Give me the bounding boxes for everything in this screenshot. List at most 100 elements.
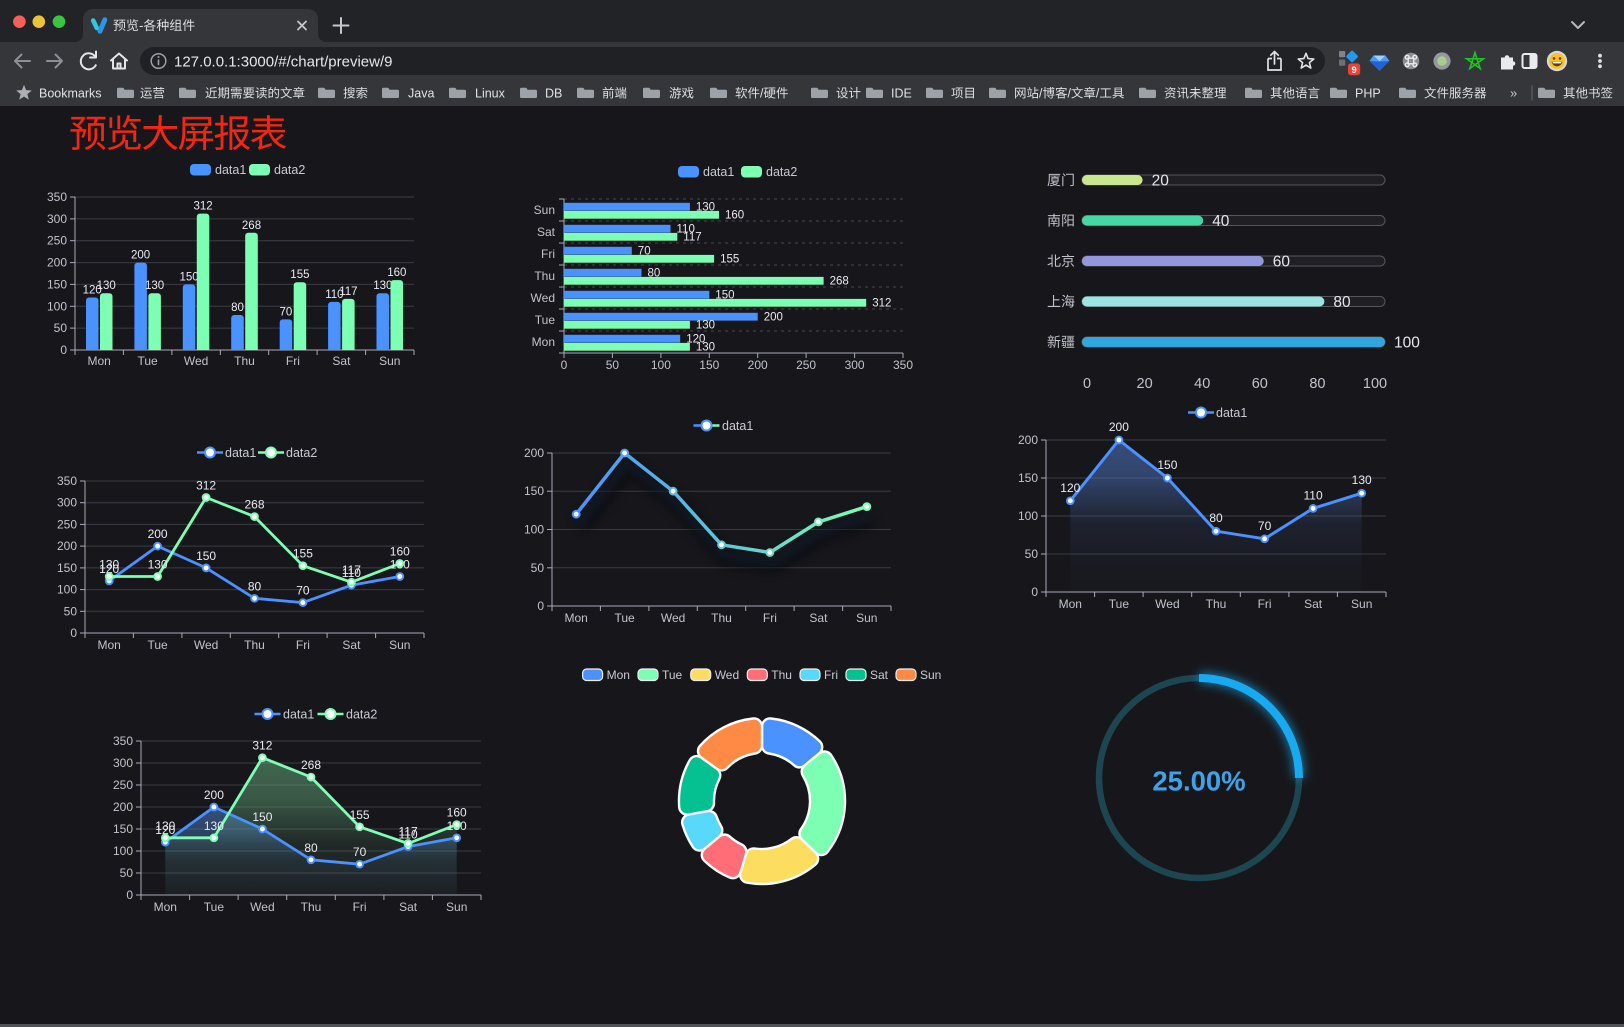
svg-text:100: 100	[57, 583, 77, 597]
svg-text:350: 350	[47, 190, 67, 204]
svg-text:268: 268	[242, 220, 261, 232]
svg-text:40: 40	[1194, 376, 1210, 392]
svg-text:50: 50	[64, 604, 78, 618]
svg-text:312: 312	[252, 739, 272, 753]
svg-text:Fri: Fri	[824, 668, 838, 682]
svg-text:300: 300	[113, 756, 133, 770]
svg-text:100: 100	[1394, 335, 1420, 352]
svg-text:160: 160	[390, 545, 410, 559]
svg-text:20: 20	[1137, 376, 1153, 392]
svg-text:120: 120	[1060, 481, 1080, 495]
svg-text:110: 110	[342, 566, 361, 580]
svg-text:0: 0	[537, 599, 544, 613]
svg-text:200: 200	[113, 800, 133, 814]
svg-text:Fri: Fri	[353, 900, 367, 914]
svg-text:Sun: Sun	[446, 900, 467, 914]
svg-text:110: 110	[399, 828, 418, 842]
svg-text:110: 110	[677, 223, 695, 235]
svg-text:Thu: Thu	[534, 269, 555, 283]
svg-text:Wed: Wed	[250, 900, 274, 914]
svg-text:120: 120	[83, 285, 102, 297]
svg-text:Sat: Sat	[870, 668, 889, 682]
svg-text:Tue: Tue	[147, 638, 168, 652]
svg-text:Thu: Thu	[711, 611, 732, 625]
svg-text:100: 100	[47, 299, 67, 313]
svg-text:155: 155	[293, 547, 313, 561]
svg-text:120: 120	[686, 333, 705, 345]
svg-text:Wed: Wed	[194, 638, 218, 652]
svg-text:Sun: Sun	[920, 668, 941, 682]
svg-text:200: 200	[204, 788, 224, 802]
svg-text:200: 200	[1109, 420, 1129, 434]
svg-text:250: 250	[796, 358, 816, 372]
svg-text:Wed: Wed	[715, 668, 739, 682]
svg-text:130: 130	[1352, 473, 1372, 487]
svg-text:data2: data2	[286, 446, 317, 460]
svg-text:130: 130	[373, 280, 392, 292]
svg-text:data1: data1	[722, 419, 753, 433]
svg-text:Sat: Sat	[399, 900, 418, 914]
svg-text:/: /	[1039, 87, 1043, 101]
svg-text:70: 70	[1258, 519, 1272, 533]
svg-text:150: 150	[715, 289, 734, 301]
svg-text:/: /	[1068, 87, 1072, 101]
svg-text:Sun: Sun	[534, 203, 555, 217]
svg-text:130: 130	[148, 558, 168, 572]
svg-text:100: 100	[113, 844, 133, 858]
svg-text:160: 160	[447, 806, 467, 820]
svg-text:Mon: Mon	[88, 354, 111, 368]
svg-text:300: 300	[845, 358, 865, 372]
svg-text:Tue: Tue	[614, 611, 635, 625]
svg-text:268: 268	[830, 276, 849, 288]
svg-text:IDE: IDE	[891, 87, 912, 101]
svg-text:data1: data1	[1216, 406, 1247, 420]
svg-text:Bookmarks: Bookmarks	[39, 87, 102, 101]
svg-text:0: 0	[70, 626, 77, 640]
svg-text:Fri: Fri	[1258, 597, 1272, 611]
svg-text:50: 50	[54, 321, 68, 335]
svg-text:Thu: Thu	[771, 668, 792, 682]
svg-text:150: 150	[252, 810, 272, 824]
svg-text:data1: data1	[283, 708, 314, 722]
svg-text:117: 117	[399, 825, 418, 839]
svg-text:Wed: Wed	[531, 291, 555, 305]
svg-text:130: 130	[696, 320, 715, 332]
svg-text:PHP: PHP	[1355, 87, 1381, 101]
svg-text:Sat: Sat	[1304, 597, 1323, 611]
svg-text:»: »	[1510, 86, 1517, 101]
svg-text:117: 117	[339, 286, 357, 298]
svg-text:Fri: Fri	[286, 354, 300, 368]
svg-text:DB: DB	[545, 87, 562, 101]
svg-text:Sun: Sun	[856, 611, 877, 625]
svg-text:127.0.0.1:3000/#/chart/preview: 127.0.0.1:3000/#/chart/preview/9	[174, 54, 392, 71]
svg-text:110: 110	[1304, 488, 1323, 502]
svg-text:155: 155	[290, 269, 309, 281]
svg-text:300: 300	[57, 496, 77, 510]
svg-text:Sun: Sun	[1351, 597, 1372, 611]
svg-text:80: 80	[1309, 376, 1325, 392]
svg-text:Sat: Sat	[342, 638, 361, 652]
svg-text:130: 130	[204, 819, 224, 833]
svg-text:/: /	[1096, 87, 1100, 101]
svg-text:0: 0	[1083, 376, 1091, 392]
svg-text:120: 120	[99, 562, 119, 576]
svg-text:200: 200	[1018, 433, 1038, 447]
svg-text:Mon: Mon	[98, 638, 121, 652]
svg-text:Wed: Wed	[1155, 597, 1179, 611]
svg-text:80: 80	[1209, 511, 1223, 525]
svg-text:data2: data2	[766, 165, 797, 179]
svg-text:Mon: Mon	[154, 900, 177, 914]
svg-text:130: 130	[696, 201, 715, 213]
svg-text:150: 150	[699, 358, 719, 372]
svg-text:/: /	[760, 87, 764, 101]
svg-text:70: 70	[280, 306, 293, 318]
svg-text:80: 80	[304, 841, 318, 855]
svg-text:80: 80	[248, 579, 262, 593]
svg-text:Mon: Mon	[532, 335, 555, 349]
svg-text:150: 150	[113, 822, 133, 836]
svg-text:Fri: Fri	[763, 611, 777, 625]
svg-text:data2: data2	[346, 708, 377, 722]
svg-text:80: 80	[1333, 294, 1351, 311]
svg-text:200: 200	[764, 311, 783, 323]
svg-text:150: 150	[524, 484, 544, 498]
